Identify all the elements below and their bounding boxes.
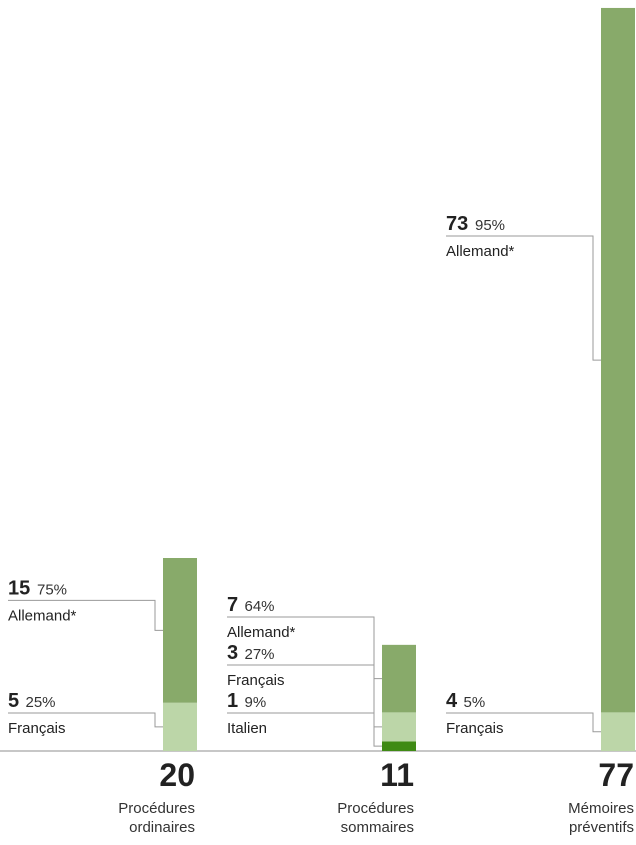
- segment-language: Français: [8, 720, 66, 737]
- segment-percent: 95%: [475, 217, 505, 234]
- leader-line: [227, 616, 382, 680]
- segment-value: 15: [8, 577, 30, 599]
- segment-percent: 9%: [245, 694, 267, 711]
- bar-total: 11: [380, 757, 414, 793]
- bar-group-0: 5 25% Français 15 75% Allemand* 20 Procédures or…: [8, 558, 197, 836]
- segment-percent: 25%: [26, 694, 56, 711]
- bar-segment-allemand: [382, 644, 416, 713]
- leader-line: [227, 712, 382, 747]
- category-label: Mémoires: [568, 800, 634, 817]
- bar-segment-franais: [382, 712, 416, 742]
- segment-language: Français: [446, 720, 504, 737]
- bar-group-1: 1 9% Italien 3 27% Français 7 64% Allemand* 11 Pro…: [227, 594, 416, 836]
- segment-value: 5: [8, 690, 19, 712]
- segment-language: Allemand*: [8, 607, 77, 624]
- segment-value: 73: [446, 213, 468, 235]
- leader-line: [227, 664, 382, 728]
- leader-line: [8, 599, 163, 631]
- segment-language: Italien: [227, 720, 267, 737]
- segment-language: Allemand*: [446, 243, 515, 260]
- bar-segment-franais: [163, 702, 197, 751]
- segment-language: Allemand*: [227, 624, 296, 641]
- bar-total: 77: [598, 757, 634, 793]
- category-label: préventifs: [569, 819, 634, 836]
- segment-percent: 5%: [464, 694, 486, 711]
- segment-value: 3: [227, 642, 238, 664]
- leader-line: [8, 712, 163, 728]
- leader-line: [446, 712, 601, 733]
- segment-value: 1: [227, 690, 238, 712]
- segment-value: 7: [227, 594, 238, 616]
- category-label: Procédures: [337, 800, 414, 817]
- category-label: Procédures: [118, 800, 195, 817]
- bar-total: 20: [159, 757, 195, 793]
- leader-line: [446, 235, 601, 361]
- category-label: ordinaires: [129, 819, 195, 836]
- segment-percent: 27%: [245, 646, 275, 663]
- bar-segment-italien: [382, 741, 416, 751]
- segment-percent: 75%: [37, 581, 67, 598]
- bar-segment-allemand: [601, 7, 635, 713]
- bar-group-2: 4 5% Français 73 95% Allemand* 77 Mémoires préve…: [446, 7, 635, 836]
- segment-language: Français: [227, 672, 285, 689]
- segment-value: 4: [446, 690, 458, 712]
- bar-segment-franais: [601, 712, 635, 751]
- bar-segment-allemand: [163, 558, 197, 703]
- category-label: sommaires: [341, 819, 414, 836]
- segment-percent: 64%: [245, 598, 275, 615]
